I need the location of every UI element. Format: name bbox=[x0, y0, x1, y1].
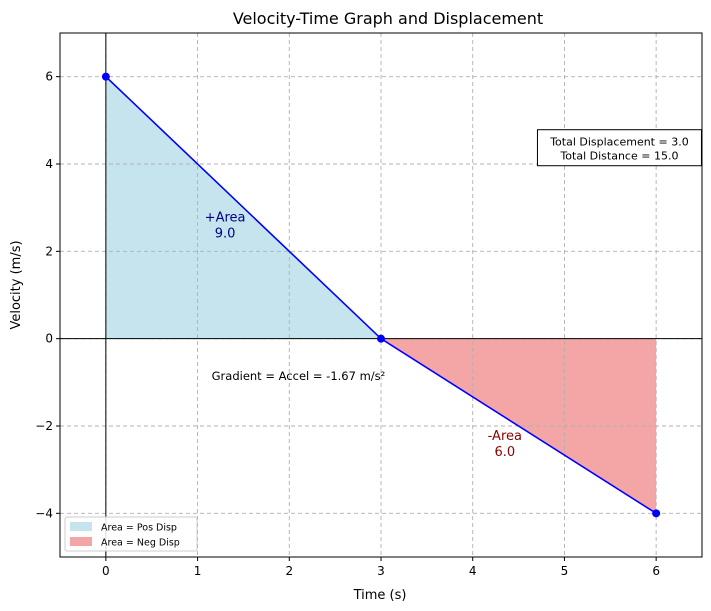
annotation-line: 6.0 bbox=[494, 445, 515, 460]
y-tick-label: −4 bbox=[35, 506, 53, 520]
annotation-line: 9.0 bbox=[215, 227, 236, 242]
totals-box bbox=[536, 129, 702, 167]
x-tick-label: 1 bbox=[194, 564, 202, 578]
x-tick-label: 0 bbox=[102, 564, 110, 578]
chart-title: Velocity-Time Graph and Displacement bbox=[233, 9, 543, 28]
velocity-point bbox=[652, 509, 661, 518]
legend-label-positive: Area = Pos Disp bbox=[101, 523, 177, 534]
velocity-point bbox=[101, 72, 110, 81]
y-tick-label: 4 bbox=[45, 157, 53, 171]
annotation-line: -Area bbox=[488, 429, 522, 444]
x-tick-label: 5 bbox=[561, 564, 569, 578]
legend-label-negative: Area = Neg Disp bbox=[101, 538, 180, 549]
annotation-line: Total Distance = 15.0 bbox=[559, 150, 678, 163]
y-tick-label: 0 bbox=[45, 332, 53, 346]
x-axis-label: Time (s) bbox=[353, 588, 407, 603]
y-axis-label: Velocity (m/s) bbox=[9, 240, 24, 329]
x-tick-label: 3 bbox=[377, 564, 385, 578]
x-tick-label: 2 bbox=[285, 564, 293, 578]
annotation-line: +Area bbox=[205, 211, 246, 226]
gradient-label: Gradient = Accel = -1.67 m/s² bbox=[212, 369, 386, 383]
annotation-line: Gradient = Accel = -1.67 m/s² bbox=[212, 369, 386, 383]
annotation-line: Total Displacement = 3.0 bbox=[549, 136, 689, 149]
y-tick-label: −2 bbox=[35, 419, 53, 433]
legend-frame bbox=[64, 516, 198, 552]
y-tick-label: 6 bbox=[45, 70, 53, 84]
legend-swatch-positive bbox=[70, 522, 92, 531]
legend-swatch-negative bbox=[70, 537, 92, 546]
y-tick-label: 2 bbox=[45, 244, 53, 258]
x-tick-label: 4 bbox=[469, 564, 477, 578]
velocity-point bbox=[377, 334, 385, 343]
legend: Area = Pos Disp Area = Neg Disp bbox=[64, 516, 198, 552]
x-tick-label: 6 bbox=[652, 564, 660, 578]
